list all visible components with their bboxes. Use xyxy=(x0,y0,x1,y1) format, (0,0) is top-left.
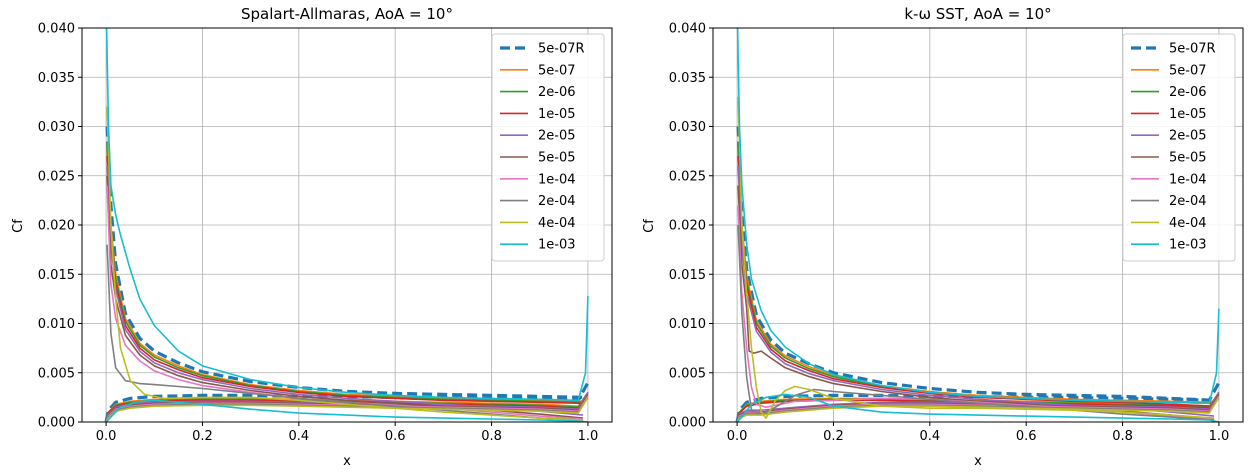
series-line-1e-03-lower xyxy=(736,393,1220,422)
y-tick-label: 0.015 xyxy=(669,268,706,283)
chart-panel-spalart-allmaras: Spalart-Allmaras, AoA = 10° x Cf 0.0 0.2 0… xyxy=(11,5,613,469)
x-tick-label: 1.0 xyxy=(1209,429,1230,444)
series-line-1e-03-upper xyxy=(105,28,589,402)
y-tick-label: 0.000 xyxy=(669,416,706,431)
legend-label: 5e-07 xyxy=(1169,63,1207,78)
y-tick-label: 0.010 xyxy=(38,317,75,332)
series-line-4e-04-lower xyxy=(105,396,589,422)
series-line-1e-05-lower xyxy=(105,391,589,422)
y-axis-label: Cf xyxy=(642,219,657,233)
y-tick-label: 0.015 xyxy=(38,268,75,283)
series-line-2e-05-lower xyxy=(105,392,589,422)
series-line-2e-06-upper xyxy=(106,146,584,404)
y-axis-label: Cf xyxy=(11,219,26,233)
series-line-5e-07R-upper xyxy=(736,126,1215,402)
legend-box xyxy=(1122,33,1236,262)
series-line-5e-05-lower xyxy=(736,393,1220,422)
legend-label: 4e-04 xyxy=(538,216,576,231)
y-tick-label: 0.025 xyxy=(38,169,75,184)
series-line-4e-04-upper xyxy=(106,106,584,421)
y-tick-label: 0.035 xyxy=(38,71,75,86)
x-tick-label: 0.8 xyxy=(481,429,502,444)
chart-title: k-ω SST, AoA = 10° xyxy=(904,5,1051,23)
y-tick-label: 0.030 xyxy=(669,120,706,135)
legend-label: 1e-04 xyxy=(538,172,576,187)
y-tick-label: 0.005 xyxy=(669,366,706,381)
legend-box xyxy=(491,33,605,262)
y-tick-label: 0.040 xyxy=(38,22,75,37)
legend-label: 1e-05 xyxy=(1169,107,1207,122)
axes-frame xyxy=(81,27,613,423)
legend: 5e-07R 5e-07 2e-06 1e-05 2e-05 5e-05 1e-04 2e-0… xyxy=(491,33,605,262)
series-line-2e-04-lower xyxy=(105,396,589,422)
legend-label: 5e-07R xyxy=(1169,42,1216,57)
legend-label: 2e-04 xyxy=(538,194,576,209)
x-axis-label: x xyxy=(974,454,982,469)
chart-panel-k-omega-sst: k-ω SST, AoA = 10° x Cf 0.0 0.2 0.4 0.6 0.8 1… xyxy=(642,5,1244,469)
x-tick-label: 0.2 xyxy=(192,429,213,444)
legend-label: 2e-05 xyxy=(538,129,576,144)
x-tick-label: 0.0 xyxy=(727,429,748,444)
x-tick-label: 1.0 xyxy=(578,429,599,444)
series-line-2e-04-lower xyxy=(736,396,1220,422)
y-tick-label: 0.020 xyxy=(669,219,706,234)
y-tick-label: 0.025 xyxy=(669,169,706,184)
series-group xyxy=(104,28,590,422)
series-line-1e-05-upper xyxy=(737,156,1215,407)
y-tick-label: 0.040 xyxy=(669,22,706,37)
legend-label: 5e-07R xyxy=(538,42,585,57)
legend-label: 4e-04 xyxy=(1169,216,1207,231)
x-tick-label: 0.2 xyxy=(823,429,844,444)
series-line-2e-04-upper xyxy=(106,244,584,421)
series-line-1e-04-lower xyxy=(736,395,1220,422)
y-tick-label: 0.000 xyxy=(38,416,75,431)
legend-label: 1e-03 xyxy=(538,238,576,253)
legend-label: 5e-07 xyxy=(538,63,576,78)
x-tick-label: 0.6 xyxy=(385,429,406,444)
axes-frame xyxy=(712,27,1244,423)
series-line-1e-05-upper xyxy=(106,156,584,405)
x-tick-label: 0.4 xyxy=(919,429,940,444)
series-line-5e-07-lower xyxy=(105,391,589,422)
series-group xyxy=(735,28,1221,422)
x-tick-label: 0.6 xyxy=(1016,429,1037,444)
legend-label: 2e-04 xyxy=(1169,194,1207,209)
chart-title: Spalart-Allmaras, AoA = 10° xyxy=(241,5,453,23)
y-tick-label: 0.020 xyxy=(38,219,75,234)
series-line-5e-07-upper xyxy=(106,146,584,403)
y-tick-label: 0.035 xyxy=(669,71,706,86)
x-tick-label: 0.8 xyxy=(1112,429,1133,444)
legend: 5e-07R 5e-07 2e-06 1e-05 2e-05 5e-05 1e-04 2e-0… xyxy=(1122,33,1236,262)
series-line-5e-07R-upper xyxy=(105,126,584,399)
legend-label: 5e-05 xyxy=(538,151,576,166)
x-axis-label: x xyxy=(343,454,351,469)
legend-label: 2e-06 xyxy=(538,85,576,100)
series-line-4e-04-upper xyxy=(737,96,1215,419)
y-tick-label: 0.010 xyxy=(669,317,706,332)
y-tick-label: 0.030 xyxy=(38,120,75,135)
legend-label: 1e-04 xyxy=(1169,172,1207,187)
legend-label: 1e-03 xyxy=(1169,238,1207,253)
legend-label: 2e-05 xyxy=(1169,129,1207,144)
x-tick-label: 0.0 xyxy=(96,429,117,444)
series-line-1e-03-upper xyxy=(736,28,1220,405)
series-line-1e-03-lower xyxy=(105,399,588,422)
series-line-4e-04-lower xyxy=(736,396,1220,422)
legend-label: 5e-05 xyxy=(1169,151,1207,166)
y-tick-label: 0.005 xyxy=(38,366,75,381)
legend-label: 1e-05 xyxy=(538,107,576,122)
legend-label: 2e-06 xyxy=(1169,85,1207,100)
x-tick-label: 0.4 xyxy=(288,429,309,444)
